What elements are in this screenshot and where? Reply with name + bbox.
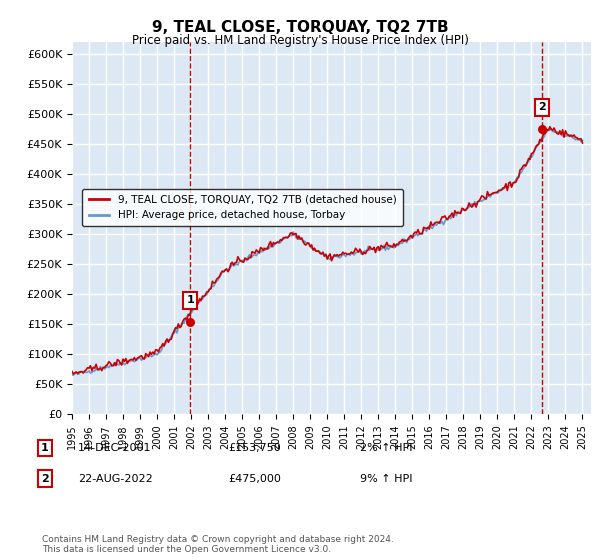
- Text: 2: 2: [538, 102, 546, 112]
- Point: [185, 318, 195, 326]
- Text: 9, TEAL CLOSE, TORQUAY, TQ2 7TB: 9, TEAL CLOSE, TORQUAY, TQ2 7TB: [152, 20, 448, 35]
- Text: 9% ↑ HPI: 9% ↑ HPI: [360, 474, 413, 484]
- Point: [538, 125, 547, 134]
- Text: £153,750: £153,750: [228, 443, 281, 453]
- Text: 14-DEC-2001: 14-DEC-2001: [78, 443, 151, 453]
- Text: 1: 1: [41, 443, 49, 453]
- Text: 1: 1: [187, 295, 194, 305]
- Legend: 9, TEAL CLOSE, TORQUAY, TQ2 7TB (detached house), HPI: Average price, detached h: 9, TEAL CLOSE, TORQUAY, TQ2 7TB (detache…: [82, 189, 403, 226]
- Text: Price paid vs. HM Land Registry's House Price Index (HPI): Price paid vs. HM Land Registry's House …: [131, 34, 469, 46]
- Text: 22-AUG-2022: 22-AUG-2022: [78, 474, 153, 484]
- Text: Contains HM Land Registry data © Crown copyright and database right 2024.
This d: Contains HM Land Registry data © Crown c…: [42, 535, 394, 554]
- Text: £475,000: £475,000: [228, 474, 281, 484]
- Text: 2% ↑ HPI: 2% ↑ HPI: [360, 443, 413, 453]
- Text: 2: 2: [41, 474, 49, 484]
